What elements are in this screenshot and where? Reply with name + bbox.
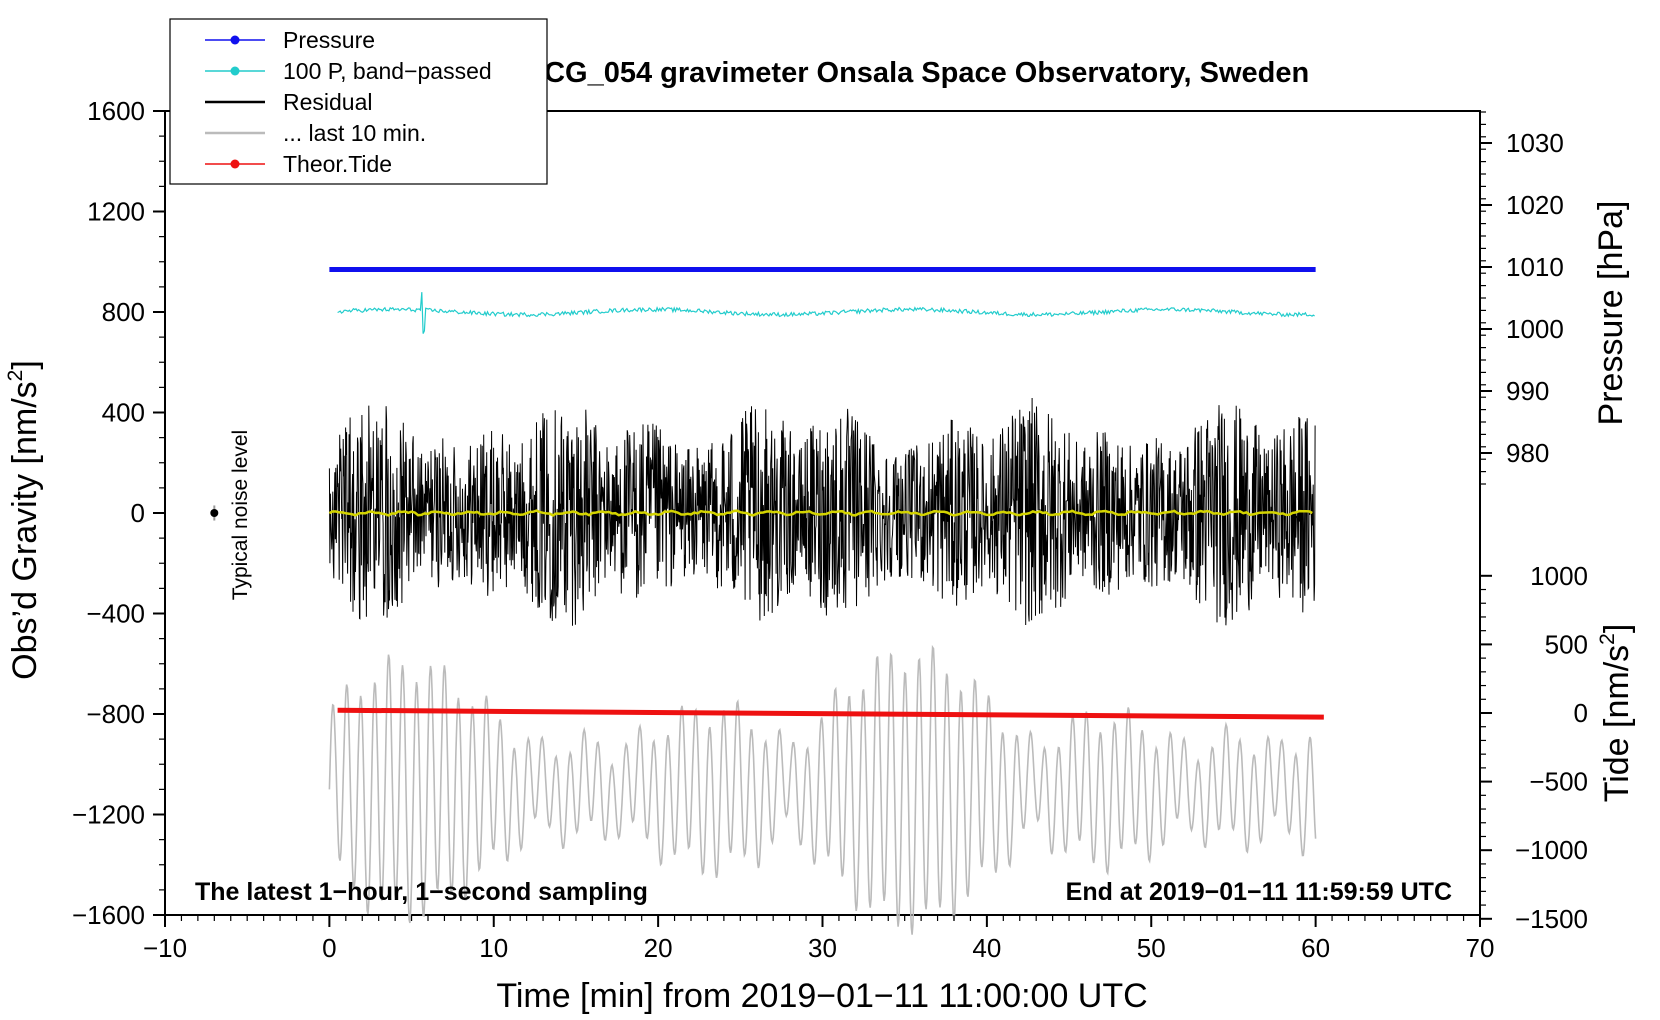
- y-axis-tide: 1000 500 0 −500 −1000 −1500: [1480, 561, 1588, 934]
- tide-tick-label: −1000: [1515, 835, 1588, 865]
- end-time-note: End at 2019−01−11 11:59:59 UTC: [1066, 878, 1452, 906]
- noise-level-label: Typical noise level: [229, 430, 252, 600]
- legend-items: Pressure 100 P, band−passed Residual ... la…: [205, 27, 492, 177]
- pressure-tick-label: 980: [1506, 438, 1549, 468]
- pressure-tick-label: 990: [1506, 376, 1549, 406]
- tide-tick-label: 500: [1545, 629, 1588, 659]
- noise-level-marker: Typical noise level: [210, 430, 252, 600]
- y-axis-label-pressure: Pressure [hPa]: [1592, 201, 1630, 426]
- pressure-tick-label: 1010: [1506, 252, 1564, 282]
- tide-tick-label: 0: [1574, 698, 1588, 728]
- y-axis-pressure: 1030 1020 1010 1000 990 980: [1480, 111, 1564, 485]
- residual-line: [328, 397, 1316, 626]
- y-tick-label: 400: [102, 398, 145, 428]
- x-tick-label: 10: [479, 933, 508, 963]
- chart-title: SCG_054 gravimeter Onsala Space Observat…: [525, 57, 1309, 89]
- x-tick-label: 0: [322, 933, 336, 963]
- band-passed-pressure-line: [337, 292, 1315, 334]
- y-tick-label: 1200: [87, 197, 145, 227]
- theoretical-tide-line: [337, 707, 1324, 720]
- tide-tick-label: −500: [1529, 767, 1588, 797]
- y-tick-label: 800: [102, 297, 145, 327]
- legend-swatch-marker: [230, 35, 240, 45]
- x-tick-label: 30: [808, 933, 837, 963]
- y-tick-label: 1600: [87, 96, 145, 126]
- y-axis-label-tide: Tide [nm/s2]: [1596, 624, 1636, 803]
- pressure-tick-label: 1030: [1506, 128, 1564, 158]
- x-tick-label: 60: [1301, 933, 1330, 963]
- y-tick-label: −800: [86, 699, 145, 729]
- traces-layer: [328, 266, 1324, 935]
- x-tick-label: 40: [972, 933, 1001, 963]
- legend: Pressure 100 P, band−passed Residual ... la…: [169, 18, 548, 185]
- y-tick-label: −1200: [72, 800, 145, 830]
- last-10-min-line: [328, 644, 1317, 935]
- y-tick-label: −400: [86, 599, 145, 629]
- legend-label: Pressure: [283, 27, 375, 53]
- y-axis-label-left: Obs’d Gravity [nm/s2]: [4, 360, 44, 680]
- x-tick-label: −10: [143, 933, 187, 963]
- x-axis-label: Time [min] from 2019−01−11 11:00:00 UTC: [496, 977, 1147, 1015]
- x-axis: −10 0 10 20 30 40 50 60 70: [143, 915, 1495, 963]
- x-tick-label: 70: [1466, 933, 1495, 963]
- legend-label: Theor.Tide: [283, 151, 392, 177]
- legend-label: ... last 10 min.: [283, 120, 426, 146]
- tide-tick-label: 1000: [1530, 561, 1588, 591]
- x-tick-label: 50: [1137, 933, 1166, 963]
- pressure-tick-label: 1000: [1506, 314, 1564, 344]
- legend-swatch-marker: [230, 159, 240, 169]
- legend-swatch-marker: [230, 66, 240, 76]
- residual-smoothed-line: [328, 509, 1313, 517]
- y-axis-left: 1600 1200 800 400 0 −400 −800 −1200 −1600: [72, 96, 165, 930]
- y-tick-label: −1600: [72, 900, 145, 930]
- y-tick-label: 0: [131, 498, 145, 528]
- x-tick-label: 20: [644, 933, 673, 963]
- pressure-tick-label: 1020: [1506, 190, 1564, 220]
- tide-tick-label: −1500: [1515, 904, 1588, 934]
- legend-label: 100 P, band−passed: [283, 58, 492, 84]
- sampling-note: The latest 1−hour, 1−second sampling: [195, 878, 648, 906]
- legend-label: Residual: [283, 89, 373, 115]
- noise-level-dot: [210, 509, 219, 517]
